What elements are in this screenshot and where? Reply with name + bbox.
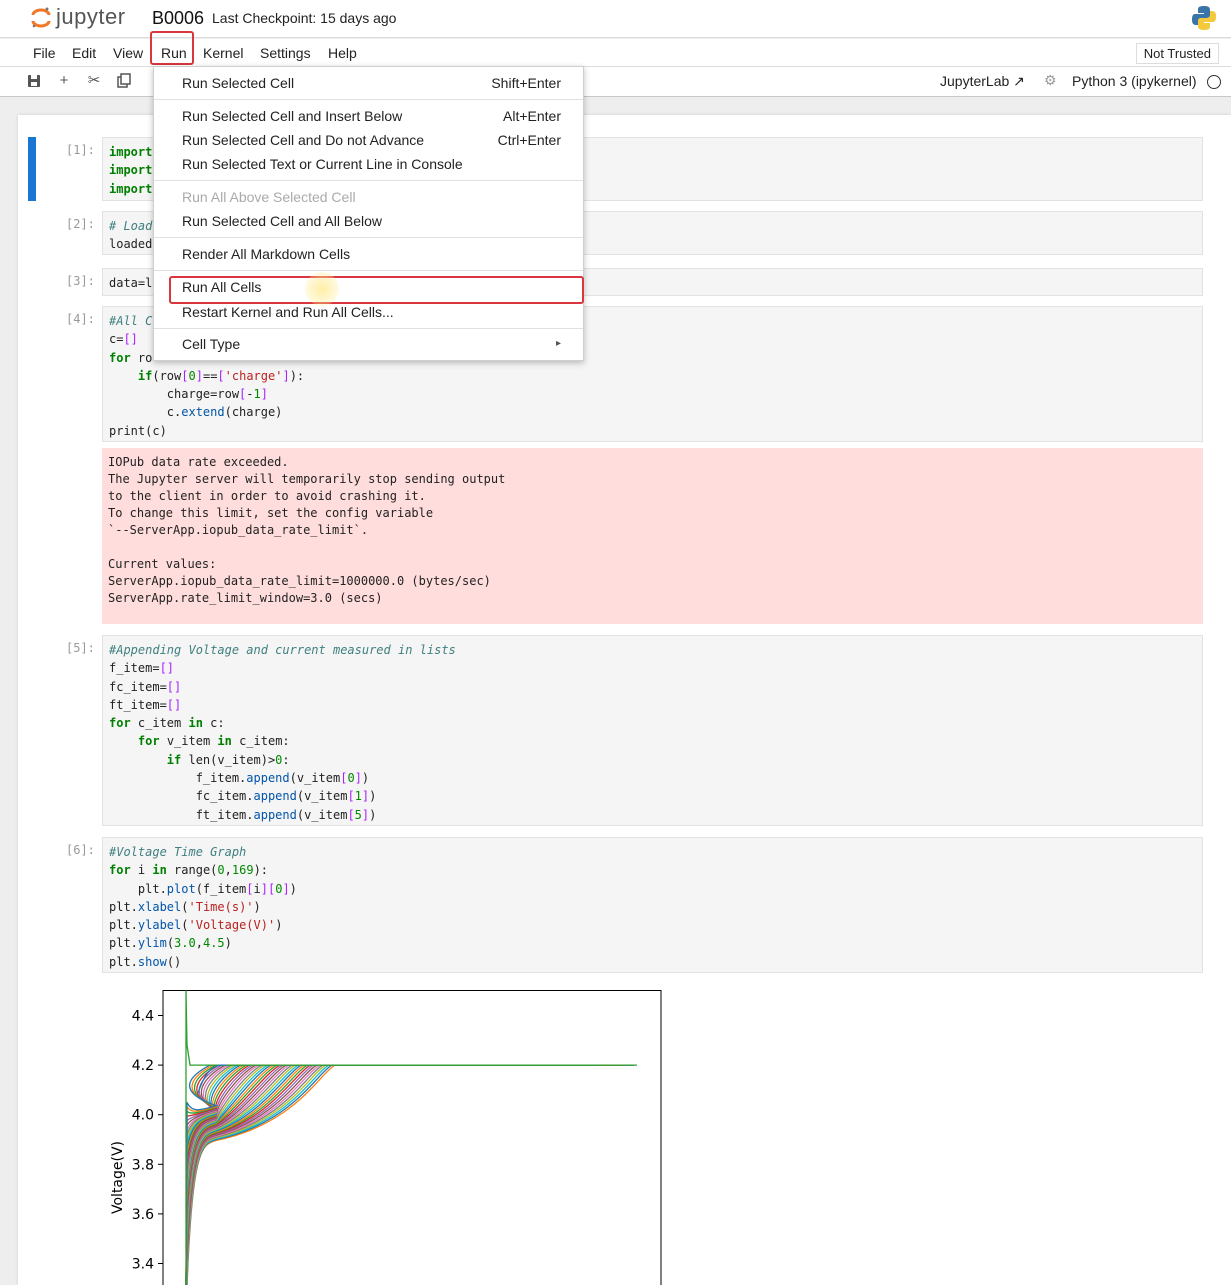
kernel-settings-icon[interactable]: ⚙ — [1044, 72, 1057, 89]
cell-prompt: [4]: — [66, 312, 95, 326]
copy-icon[interactable] — [115, 72, 133, 90]
code-cell[interactable]: #Voltage Time Graph for i in range(0,169… — [102, 837, 1203, 973]
voltage-plot: 3.4 3.6 3.8 4.0 4.2 4.4 Voltage(V) — [102, 975, 672, 1285]
menu-separator — [154, 328, 583, 329]
trust-status-button[interactable]: Not Trusted — [1136, 43, 1219, 64]
menu-cell-type[interactable]: Cell Type — [182, 336, 240, 352]
menu-run-all-above: Run All Above Selected Cell — [182, 189, 356, 205]
menu-separator — [154, 270, 583, 271]
external-link-icon: ↗ — [1013, 73, 1025, 89]
menu-settings[interactable]: Settings — [260, 45, 311, 61]
menu-run-console[interactable]: Run Selected Text or Current Line in Con… — [182, 156, 463, 172]
kernel-status-icon — [1207, 75, 1221, 89]
kernel-name[interactable]: Python 3 (ipykernel) — [1072, 73, 1197, 89]
menu-render-markdown[interactable]: Render All Markdown Cells — [182, 246, 350, 262]
shortcut-ctrl-enter: Ctrl+Enter — [498, 132, 561, 148]
menu-separator — [154, 99, 583, 100]
y-axis-label: Voltage(V) — [110, 1141, 126, 1214]
menu-run-no-advance[interactable]: Run Selected Cell and Do not Advance — [182, 132, 424, 148]
y-tick-label: 4.2 — [132, 1058, 154, 1074]
code-cell[interactable]: #Appending Voltage and current measured … — [102, 635, 1203, 826]
plot-area — [163, 991, 661, 1285]
y-axis-ticks: 3.4 3.6 3.8 4.0 4.2 4.4 — [132, 1009, 163, 1273]
menu-help[interactable]: Help — [328, 45, 357, 61]
active-cell-indicator — [28, 137, 36, 201]
y-tick-label: 3.6 — [132, 1207, 154, 1223]
jupyterlab-label: JupyterLab — [940, 73, 1009, 89]
jupyter-ring-icon — [30, 6, 52, 28]
cell-prompt: [5]: — [66, 641, 95, 655]
menu-separator — [154, 237, 583, 238]
menu-run-selected-cell[interactable]: Run Selected Cell — [182, 75, 294, 91]
menu-run-insert-below[interactable]: Run Selected Cell and Insert Below — [182, 108, 402, 124]
checkpoint-status: Last Checkpoint: 15 days ago — [212, 10, 396, 26]
save-icon[interactable] — [25, 72, 43, 90]
cell-prompt: [6]: — [66, 843, 95, 857]
shortcut-alt-enter: Alt+Enter — [503, 108, 561, 124]
run-all-cells-highlight — [169, 276, 584, 304]
menu-kernel[interactable]: Kernel — [203, 45, 243, 61]
error-output: IOPub data rate exceeded. The Jupyter se… — [102, 448, 1203, 624]
y-tick-label: 4.0 — [132, 1108, 154, 1124]
cut-icon[interactable]: ✂ — [85, 72, 103, 90]
jupyterlab-link[interactable]: JupyterLab ↗ — [940, 73, 1025, 90]
python-logo-icon — [1191, 5, 1217, 31]
submenu-arrow-icon: ▸ — [556, 338, 561, 349]
menu-separator — [154, 180, 583, 181]
shortcut-shift-enter: Shift+Enter — [491, 75, 561, 91]
notebook-name[interactable]: B0006 — [152, 8, 204, 29]
run-menu-highlight — [150, 31, 194, 65]
cell-prompt: [3]: — [66, 274, 95, 288]
menu-file[interactable]: File — [33, 45, 56, 61]
menu-restart-run-all[interactable]: Restart Kernel and Run All Cells... — [182, 304, 394, 320]
run-menu-dropdown: Run Selected Cell Shift+Enter Run Select… — [153, 66, 584, 361]
mouse-cursor — [305, 272, 339, 306]
cell-prompt: [1]: — [66, 143, 95, 157]
add-cell-icon[interactable]: + — [55, 72, 73, 90]
y-tick-label: 4.4 — [132, 1009, 154, 1025]
y-tick-label: 3.4 — [132, 1257, 154, 1273]
menu-run-all-below[interactable]: Run Selected Cell and All Below — [182, 213, 382, 229]
y-tick-label: 3.8 — [132, 1157, 154, 1173]
jupyter-logo[interactable]: jupyter — [30, 4, 126, 30]
cell-prompt: [2]: — [66, 217, 95, 231]
app-name: jupyter — [56, 4, 126, 30]
menu-edit[interactable]: Edit — [72, 45, 96, 61]
menu-view[interactable]: View — [113, 45, 143, 61]
